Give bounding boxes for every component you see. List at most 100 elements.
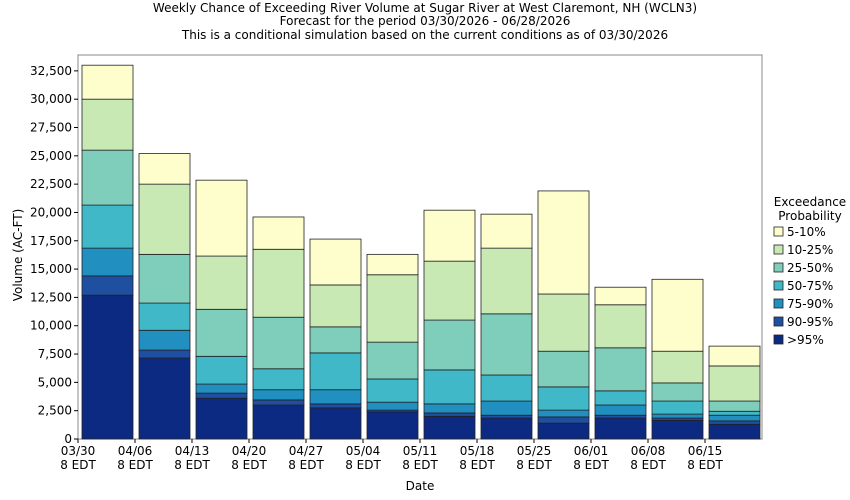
x-tick-label: 05/11 8 EDT bbox=[402, 444, 438, 472]
bar-segment bbox=[423, 209, 476, 262]
bar-segment bbox=[480, 374, 533, 402]
x-tick-label: 03/30 8 EDT bbox=[60, 444, 96, 472]
legend-swatch bbox=[773, 244, 784, 255]
bar-segment bbox=[81, 247, 134, 277]
bar-segment bbox=[708, 345, 761, 367]
bar-segment bbox=[480, 313, 533, 376]
bar-segment bbox=[309, 238, 362, 286]
bar-segment bbox=[138, 153, 191, 185]
x-tick-label: 04/20 8 EDT bbox=[231, 444, 267, 472]
bar-segment bbox=[708, 420, 761, 425]
bar-segment bbox=[594, 304, 647, 349]
y-tick-label: 22,500 bbox=[30, 177, 72, 191]
bar-segment bbox=[195, 255, 248, 310]
bar-segment bbox=[651, 413, 704, 419]
chart-subtitle: This is a conditional simulation based o… bbox=[181, 28, 668, 42]
legend-title: Exceedance Probability bbox=[774, 195, 846, 223]
x-tick-label: 05/18 8 EDT bbox=[459, 444, 495, 472]
bar-segment bbox=[594, 286, 647, 306]
y-tick-label: 15,000 bbox=[30, 262, 72, 276]
bar-segment bbox=[309, 352, 362, 391]
bar-segment bbox=[81, 294, 134, 440]
bar-segment bbox=[594, 414, 647, 419]
legend-swatch bbox=[773, 334, 784, 345]
chart-title: Weekly Chance of Exceeding River Volume … bbox=[153, 1, 697, 15]
bar-segment bbox=[138, 183, 191, 255]
x-tick-label: 06/01 8 EDT bbox=[573, 444, 609, 472]
chart-subtitle: Forecast for the period 03/30/2026 - 06/… bbox=[280, 14, 571, 28]
bar-segment bbox=[309, 403, 362, 409]
bar-segment bbox=[195, 392, 248, 399]
legend-swatch bbox=[773, 280, 784, 291]
bar-segment bbox=[195, 179, 248, 257]
bar-segment bbox=[708, 400, 761, 412]
bar-segment bbox=[309, 326, 362, 354]
bar-segment bbox=[309, 407, 362, 440]
bar-segment bbox=[252, 389, 305, 401]
bar-segment bbox=[537, 416, 590, 424]
bar-segment bbox=[537, 190, 590, 295]
x-tick-label: 04/13 8 EDT bbox=[174, 444, 210, 472]
bar-segment bbox=[537, 386, 590, 411]
bar-segment bbox=[252, 316, 305, 370]
bar-segment bbox=[594, 390, 647, 406]
bar-segment bbox=[480, 213, 533, 249]
bar-segment bbox=[537, 422, 590, 440]
legend-swatch bbox=[773, 226, 784, 237]
bar-segment bbox=[309, 284, 362, 328]
bar-segment bbox=[423, 403, 476, 414]
bar-segment bbox=[423, 319, 476, 371]
bar-segment bbox=[195, 308, 248, 357]
y-tick-label: 20,000 bbox=[30, 205, 72, 219]
y-tick-label: 32,500 bbox=[30, 64, 72, 78]
bar-segment bbox=[708, 365, 761, 402]
legend-label: 50-75% bbox=[787, 279, 833, 293]
bar-segment bbox=[651, 350, 704, 384]
y-tick-label: 2,500 bbox=[38, 404, 72, 418]
bar-segment bbox=[366, 401, 419, 411]
bar-segment bbox=[195, 355, 248, 385]
bar-segment bbox=[480, 414, 533, 419]
bar-segment bbox=[366, 253, 419, 276]
bar-segment bbox=[81, 204, 134, 249]
bar-segment bbox=[195, 397, 248, 440]
legend-label: 25-50% bbox=[787, 261, 833, 275]
bar-segment bbox=[138, 349, 191, 359]
bar-segment bbox=[252, 368, 305, 391]
y-tick-label: 25,000 bbox=[30, 149, 72, 163]
y-tick-label: 12,500 bbox=[30, 290, 72, 304]
bar-segment bbox=[252, 399, 305, 406]
x-tick-label: 05/04 8 EDT bbox=[345, 444, 381, 472]
bar-segment bbox=[81, 149, 134, 206]
plot-area bbox=[77, 54, 763, 440]
bar-segment bbox=[651, 382, 704, 402]
bar-segment bbox=[423, 260, 476, 321]
y-tick-label: 27,500 bbox=[30, 120, 72, 134]
bar-segment bbox=[423, 415, 476, 440]
bar-segment bbox=[138, 329, 191, 351]
legend-label: 10-25% bbox=[787, 243, 833, 257]
y-tick-label: 7,500 bbox=[38, 347, 72, 361]
x-tick-label: 06/08 8 EDT bbox=[630, 444, 666, 472]
legend-label: 5-10% bbox=[787, 225, 826, 239]
bar-segment bbox=[366, 411, 419, 440]
bar-segment bbox=[366, 341, 419, 380]
legend-swatch bbox=[773, 262, 784, 273]
y-axis-label: Volume (AC-FT) bbox=[11, 209, 25, 302]
y-tick-label: 5,000 bbox=[38, 375, 72, 389]
legend-label: 90-95% bbox=[787, 315, 833, 329]
bar-segment bbox=[708, 414, 761, 422]
bar-segment bbox=[480, 400, 533, 416]
bar-segment bbox=[594, 404, 647, 416]
x-tick-label: 04/06 8 EDT bbox=[117, 444, 153, 472]
bar-segment bbox=[708, 410, 761, 416]
bar-segment bbox=[708, 423, 761, 440]
bar-segment bbox=[81, 275, 134, 296]
legend-swatch bbox=[773, 316, 784, 327]
legend-label: 75-90% bbox=[787, 297, 833, 311]
x-tick-label: 04/27 8 EDT bbox=[288, 444, 324, 472]
bar-segment bbox=[423, 369, 476, 405]
bar-segment bbox=[651, 400, 704, 415]
bar-segment bbox=[138, 253, 191, 304]
